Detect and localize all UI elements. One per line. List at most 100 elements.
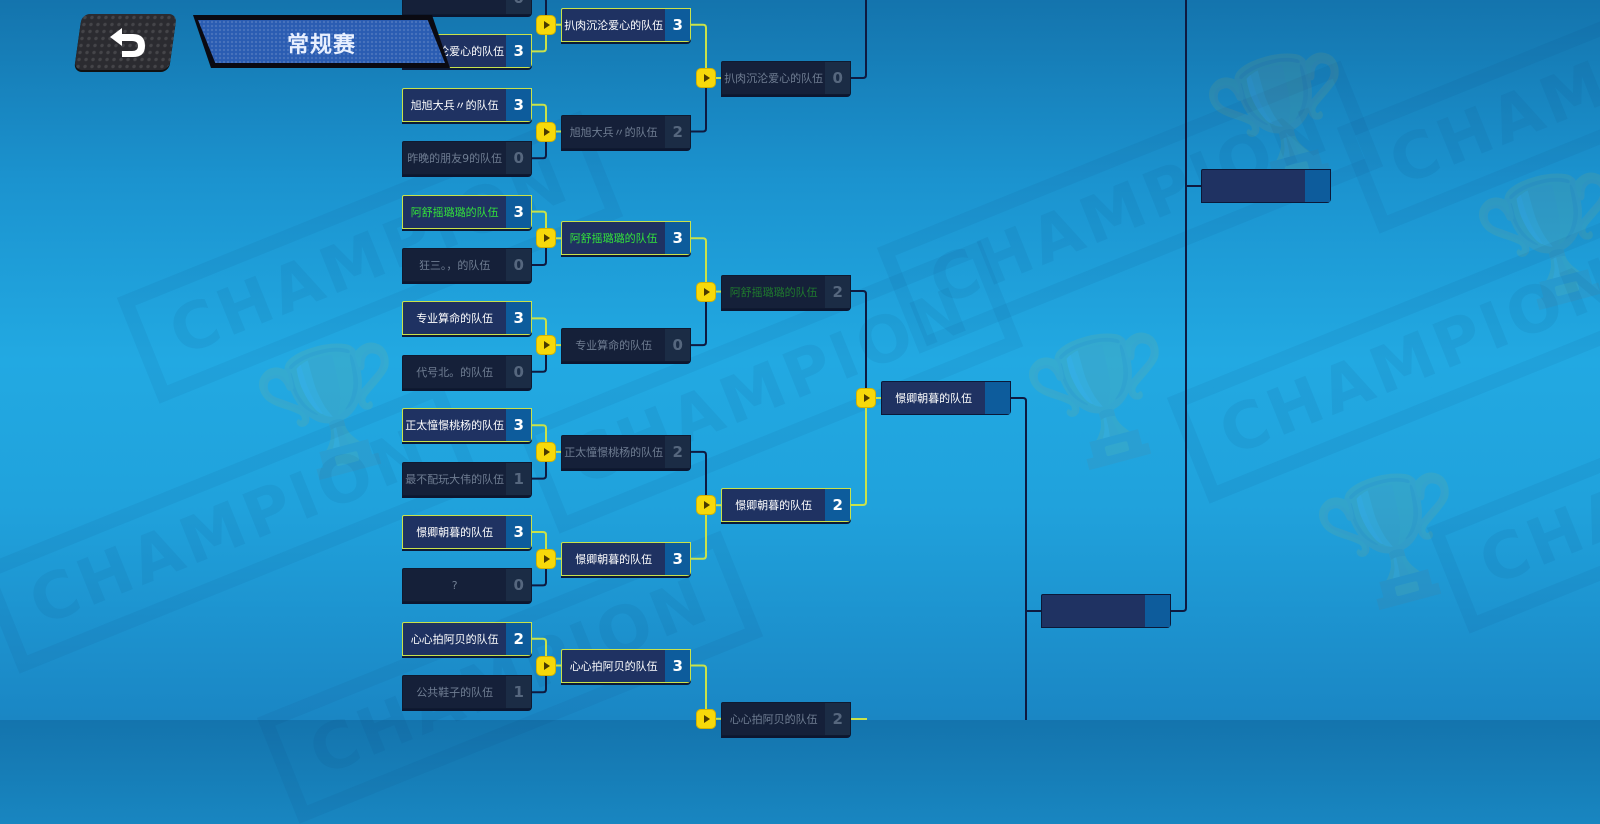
team-name [403,0,506,14]
team-slot[interactable]: 心心拍阿贝的队伍 2 [402,621,532,656]
team-name: 憬卿朝暮的队伍 [735,499,813,513]
connector-line [691,237,707,292]
team-score: 3 [506,88,531,121]
team-score: 2 [825,275,850,308]
team-name: 阿舒摇璐璐的队伍 [410,205,499,219]
advance-arrow-icon[interactable] [697,282,715,301]
team-slot[interactable]: ? 0 [402,568,532,603]
team-slot[interactable]: 阿舒摇璐璐的队伍 3 [402,194,532,229]
team-slot[interactable]: 心心拍阿贝的队伍 3 [561,648,691,683]
team-score [1305,170,1330,202]
team-slot[interactable]: 正太憧憬桃杨的队伍 2 [561,434,691,469]
connector-line [691,664,707,719]
team-slot[interactable]: 公共鞋子的队伍 1 [402,675,532,710]
connector-line [532,210,547,239]
team-name: 阿舒摇璐璐的队伍 [569,232,658,246]
team-slot[interactable]: 0 [402,0,532,15]
team-slot[interactable]: 阿舒摇璐璐的队伍 3 [561,221,691,256]
team-slot[interactable]: 旭旭大兵〃的队伍 2 [561,114,691,149]
team-slot[interactable]: 最不配玩大伟的队伍 1 [402,461,532,496]
team-slot[interactable]: 旭旭大兵〃的队伍 3 [402,87,532,122]
connector-line [532,131,547,160]
connector-line [532,665,547,694]
team-score: 0 [506,0,531,14]
team-slot[interactable]: 专业算命的队伍 0 [561,328,691,363]
advance-arrow-icon[interactable] [537,15,555,34]
team-name [1202,170,1305,202]
team-name: 心心拍阿贝的队伍 [410,632,499,646]
team-slot[interactable]: 狂三。，的队伍 0 [402,248,532,282]
team-slot[interactable]: 阿舒摇璐璐的队伍 2 [721,274,851,309]
connector-line [532,24,547,53]
advance-arrow-icon[interactable] [537,549,555,568]
team-score: 1 [506,676,531,709]
team-slot[interactable]: 扒肉沉沦爱心的队伍 3 [561,7,691,42]
team-slot[interactable]: 憬卿朝暮的队伍 3 [561,541,691,576]
advance-arrow-icon[interactable] [537,122,555,141]
team-name: 最不配玩大伟的队伍 [405,472,505,486]
connector-line [532,103,547,132]
team-slot[interactable] [1201,169,1331,203]
team-name: 憬卿朝暮的队伍 [575,552,653,566]
title-banner: 常规赛 [193,15,450,68]
advance-arrow-icon[interactable] [857,389,875,407]
team-slot[interactable]: 心心拍阿贝的队伍 2 [721,701,851,736]
team-score: 2 [825,489,850,522]
team-name: 憬卿朝暮的队伍 [416,526,494,539]
team-score: 3 [665,222,690,255]
connector-line [851,718,867,720]
advance-arrow-icon[interactable] [537,656,555,675]
team-name: 专业算命的队伍 [416,312,494,326]
team-score: 0 [506,355,531,388]
team-slot[interactable]: 憬卿朝暮的队伍 [881,381,1011,415]
team-slot[interactable]: 昨晚的朋友9的队伍 0 [402,141,532,176]
team-score: 0 [506,249,531,281]
team-slot[interactable]: 代号北。的队伍 0 [402,354,532,389]
back-button[interactable] [74,14,177,70]
connector-line [1171,0,1187,612]
team-score: 3 [665,649,690,682]
connector-line [532,451,547,480]
team-name: 正太憧憬桃杨的队伍 [564,445,664,459]
team-name: 公共鞋子的队伍 [416,686,494,700]
advance-arrow-icon[interactable] [537,229,555,248]
team-score: 3 [665,8,690,41]
advance-arrow-icon[interactable] [697,69,715,87]
team-slot[interactable] [1041,594,1171,628]
team-name: 专业算命的队伍 [575,339,653,353]
connector-line [532,424,547,452]
team-score: 1 [506,462,531,495]
connector-line [532,345,547,373]
team-slot[interactable]: 专业算命的队伍 3 [402,301,532,336]
team-score: 2 [665,115,690,148]
team-name: ? [451,578,458,592]
team-name: 扒肉沉沦爱心的队伍 [724,72,824,85]
connector-line [691,505,707,560]
connector-line [544,0,547,25]
advance-arrow-icon[interactable] [537,336,555,355]
connector-line [532,558,547,587]
team-score: 3 [665,542,690,575]
connector-line [851,290,867,398]
team-name: 阿舒摇璐璐的队伍 [729,285,818,299]
team-score: 0 [506,569,531,602]
advance-arrow-icon[interactable] [697,710,715,728]
team-name: 旭旭大兵〃的队伍 [569,125,658,139]
team-name: 狂三。，的队伍 [418,259,491,272]
team-name: 心心拍阿贝的队伍 [729,712,818,726]
connector-line [851,398,867,506]
team-slot[interactable]: 正太憧憬桃杨的队伍 3 [402,408,532,443]
connector-line [691,291,707,347]
team-slot[interactable]: 憬卿朝暮的队伍 2 [721,488,851,523]
advance-arrow-icon[interactable] [697,496,715,515]
team-name: 正太憧憬桃杨的队伍 [405,419,505,433]
advance-arrow-icon[interactable] [537,442,555,461]
team-score: 3 [506,35,531,68]
team-name: 扒肉沉沦爱心的队伍 [564,18,664,32]
team-name: 憬卿朝暮的队伍 [895,392,973,405]
team-score: 3 [506,409,531,442]
team-slot[interactable]: 扒肉沉沦爱心的队伍 0 [721,61,851,95]
team-slot[interactable]: 憬卿朝暮的队伍 3 [402,515,532,549]
team-score: 2 [506,622,531,655]
bracket-connectors [532,0,1201,720]
